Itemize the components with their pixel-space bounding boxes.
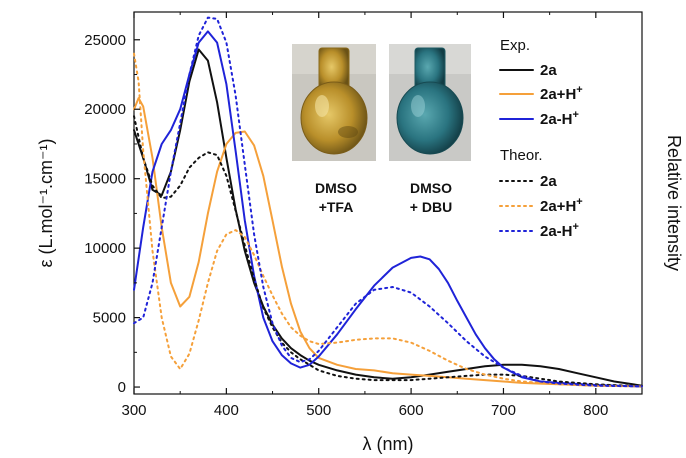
x-axis-title: λ (nm) (363, 434, 414, 454)
legend-label: 2a (540, 173, 557, 190)
x-tick-label: 800 (583, 402, 608, 419)
legend-group-exp: Exp. (500, 37, 530, 54)
y2-axis-title: Relative intensity (664, 135, 684, 271)
y-tick-label: 15000 (84, 171, 126, 188)
legend-label: 2a+H+ (540, 196, 583, 215)
legend-label: 2a (540, 62, 557, 79)
photo-tfa (292, 44, 376, 161)
legend: Exp. Theor. 2a 2a+H+ 2a-H+ 2a 2a+H+ 2a-H+ (499, 37, 583, 240)
x-tick-label: 400 (214, 402, 239, 419)
legend-group-theor: Theor. (500, 147, 543, 164)
y-tick-label: 10000 (84, 240, 126, 257)
photo-dbu-caption-line1: DMSO (410, 180, 452, 196)
x-tick-label: 500 (306, 402, 331, 419)
y-tick-label: 20000 (84, 101, 126, 118)
y-tick-label: 25000 (84, 32, 126, 49)
photo-tfa-caption-line2: +TFA (319, 199, 354, 215)
series-exp-0 (133, 48, 643, 387)
ticks-layer: 300 400 500 600 700 800 0 5000 10000 15000 20000 25… (84, 12, 608, 419)
x-tick-label: 600 (399, 402, 424, 419)
legend-label: 2a-H+ (540, 221, 579, 240)
photo-dbu (389, 44, 471, 161)
photo-tfa-caption-line1: DMSO (315, 180, 357, 196)
series-exp-2 (133, 30, 643, 388)
series-theor-4 (133, 52, 643, 388)
x-tick-label: 700 (491, 402, 516, 419)
y-axis-title: ε (L.mol⁻¹.cm⁻¹) (36, 138, 56, 267)
legend-label: 2a-H+ (540, 109, 579, 128)
y-tick-label: 5000 (93, 310, 126, 327)
series-theor-5 (133, 16, 643, 388)
legend-label: 2a+H+ (540, 84, 583, 103)
series-layer (133, 16, 643, 388)
plot-frame (133, 11, 643, 395)
photo-dbu-caption-line2: + DBU (410, 199, 452, 215)
x-tick-label: 300 (121, 402, 146, 419)
series-exp-1 (133, 97, 643, 388)
y-tick-label: 0 (118, 379, 126, 396)
series-theor-3 (133, 115, 643, 388)
